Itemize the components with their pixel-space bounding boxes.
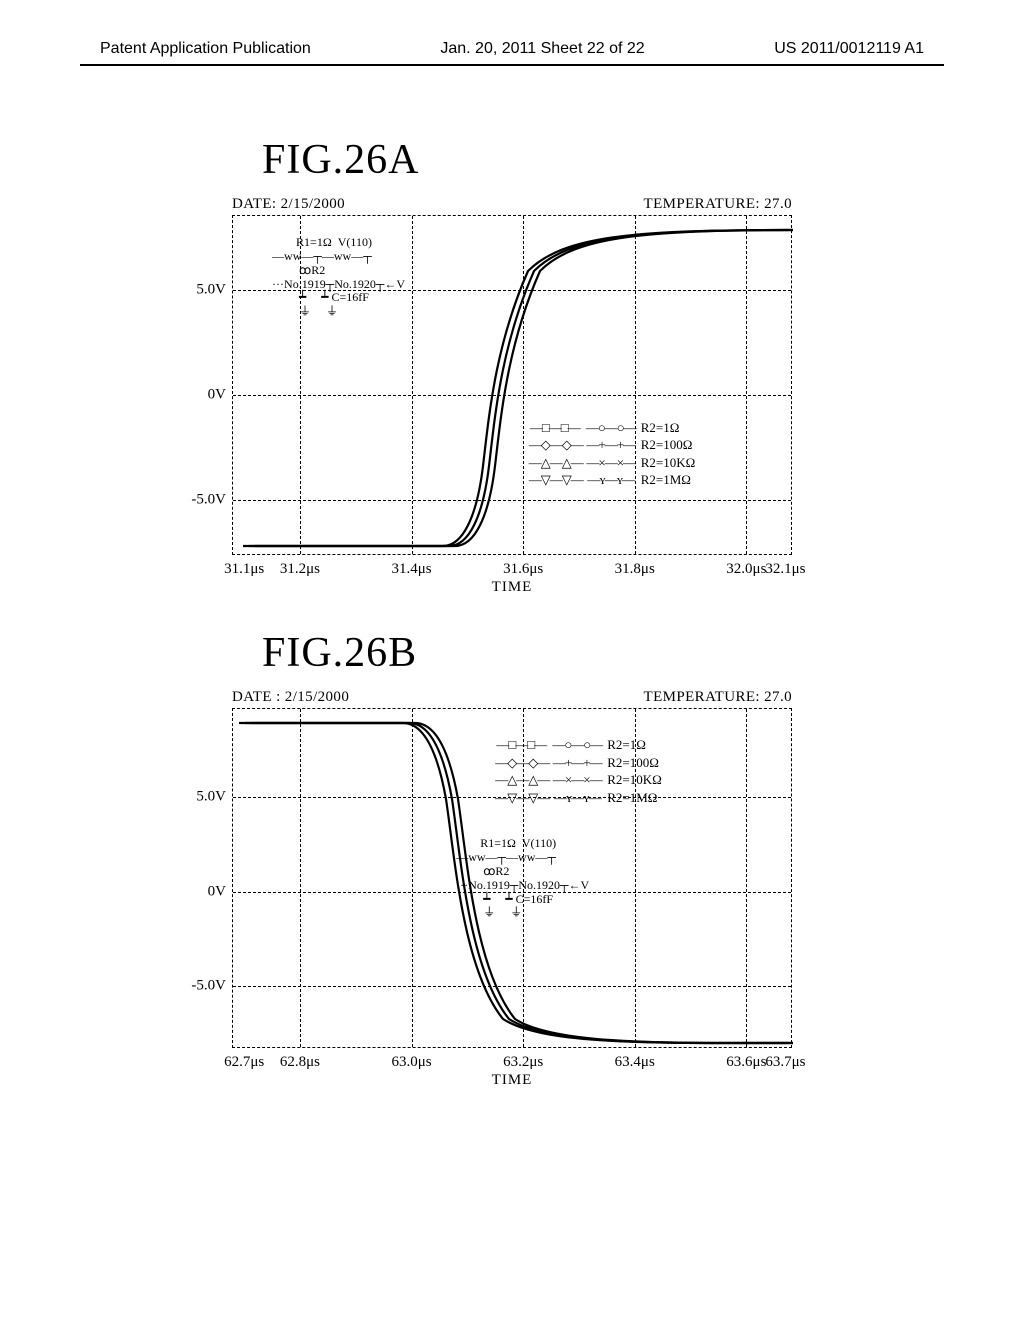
legend-marker: —□—□—	[529, 419, 581, 437]
circuit-line: ···No.1919┬No.1920┬←V	[456, 879, 589, 893]
x-tick: 31.8μs	[615, 561, 655, 578]
legend-marker: —○—○—	[551, 736, 603, 754]
legend-marker: —▽—▽—	[495, 789, 547, 807]
legend-marker: —+—+—	[551, 754, 603, 772]
legend: —□—□——○—○—R2=1Ω—◇—◇——+—+—R2=100Ω—△—△——×—…	[495, 736, 662, 806]
legend-marker: —×—×—	[585, 454, 637, 472]
legend-row: —▽—▽——ʏ—ʏ—R2=1MΩ	[529, 471, 696, 489]
x-tick: 32.0μs	[726, 561, 766, 578]
header-mid: Jan. 20, 2011 Sheet 22 of 22	[440, 40, 644, 58]
grid-line-v	[746, 216, 747, 554]
circuit-line: ꝏR2	[272, 264, 405, 278]
grid-line-v	[412, 709, 413, 1047]
legend-label: R2=100Ω	[607, 754, 659, 772]
circuit-inset: R1=1Ω V(110)—ᴡᴡ—┬—ᴡᴡ—┬ ꝏR2···No.1919┬No.…	[272, 236, 405, 319]
circuit-line: ⏚ ⏚	[456, 906, 589, 920]
grid-line-v	[746, 709, 747, 1047]
figure-26a: FIG.26A DATE: 2/15/2000 TEMPERATURE: 27.…	[80, 136, 944, 555]
page-header: Patent Application Publication Jan. 20, …	[80, 40, 944, 66]
legend-label: R2=1MΩ	[607, 789, 657, 807]
x-tick: 31.2μs	[280, 561, 320, 578]
legend-row: —△—△——×—×—R2=10KΩ	[529, 454, 696, 472]
y-tick: 5.0V	[196, 282, 226, 299]
x-tick: 31.1μs	[224, 561, 264, 578]
circuit-line: R1=1Ω V(110)	[456, 837, 589, 851]
fig-b-meta: DATE : 2/15/2000 TEMPERATURE: 27.0	[232, 689, 792, 706]
circuit-line: ⏚ ⏚	[272, 305, 405, 319]
grid-line-h	[233, 395, 791, 396]
y-tick: -5.0V	[191, 491, 226, 508]
legend-row: —△—△——×—×—R2=10KΩ	[495, 771, 662, 789]
legend-row: —▽—▽——ʏ—ʏ—R2=1MΩ	[495, 789, 662, 807]
x-tick: 63.0μs	[391, 1054, 431, 1071]
legend-marker: —ʏ—ʏ—	[551, 789, 603, 807]
fig-a-temp: TEMPERATURE: 27.0	[644, 196, 792, 213]
circuit-line: R1=1Ω V(110)	[272, 236, 405, 250]
x-tick: 63.2μs	[503, 1054, 543, 1071]
legend-marker: —ʏ—ʏ—	[585, 471, 637, 489]
x-tick: 63.4μs	[615, 1054, 655, 1071]
circuit-inset: R1=1Ω V(110)—ᴡᴡ—┬—ᴡᴡ—┬ ꝏR2···No.1919┬No.…	[456, 837, 589, 920]
x-tick: 31.6μs	[503, 561, 543, 578]
legend-marker: —◇—◇—	[495, 754, 547, 772]
chart-b-xlabel: TIME	[492, 1072, 533, 1089]
legend-row: —◇—◇——+—+—R2=100Ω	[495, 754, 662, 772]
legend-label: R2=1Ω	[607, 736, 646, 754]
x-tick: 62.7μs	[224, 1054, 264, 1071]
legend-label: R2=1MΩ	[641, 471, 691, 489]
x-tick: 63.6μs	[726, 1054, 766, 1071]
legend-label: R2=10KΩ	[607, 771, 662, 789]
grid-line-v	[523, 216, 524, 554]
grid-line-v	[412, 216, 413, 554]
legend-marker: —□—□—	[495, 736, 547, 754]
y-tick: 5.0V	[196, 788, 226, 805]
legend-label: R2=10KΩ	[641, 454, 696, 472]
circuit-line: ┷ ┷ C=16fF	[456, 893, 589, 907]
legend-label: R2=1Ω	[641, 419, 680, 437]
legend-marker: —+—+—	[585, 436, 637, 454]
legend-row: —□—□——○—○—R2=1Ω	[495, 736, 662, 754]
grid-line-v	[300, 709, 301, 1047]
y-tick: 0V	[208, 387, 226, 404]
legend-row: —□—□——○—○—R2=1Ω	[529, 419, 696, 437]
chart-b: TIME 5.0V0V-5.0V62.7μs62.8μs63.0μs63.2μs…	[232, 708, 792, 1048]
grid-line-h	[233, 986, 791, 987]
x-tick: 62.8μs	[280, 1054, 320, 1071]
y-tick: 0V	[208, 883, 226, 900]
fig-a-title: FIG.26A	[262, 136, 420, 184]
circuit-line: ┷ ┷ C=16fF	[272, 291, 405, 305]
fig-a-date: DATE: 2/15/2000	[232, 196, 345, 213]
circuit-line: —ᴡᴡ—┬—ᴡᴡ—┬	[272, 250, 405, 264]
grid-line-v	[635, 216, 636, 554]
fig-b-temp: TEMPERATURE: 27.0	[644, 689, 792, 706]
legend-marker: —◇—◇—	[529, 436, 581, 454]
legend-marker: —△—△—	[495, 771, 547, 789]
legend-label: R2=100Ω	[641, 436, 693, 454]
circuit-line: —ᴡᴡ—┬—ᴡᴡ—┬	[456, 851, 589, 865]
fig-b-title: FIG.26B	[262, 629, 417, 677]
fig-a-meta: DATE: 2/15/2000 TEMPERATURE: 27.0	[232, 196, 792, 213]
circuit-line: ꝏR2	[456, 865, 589, 879]
x-tick: 31.4μs	[391, 561, 431, 578]
x-tick: 32.1μs	[765, 561, 805, 578]
chart-a-xlabel: TIME	[492, 579, 533, 596]
x-tick: 63.7μs	[765, 1054, 805, 1071]
y-tick: -5.0V	[191, 978, 226, 995]
header-left: Patent Application Publication	[100, 40, 311, 58]
legend-marker: —▽—▽—	[529, 471, 581, 489]
legend-marker: —×—×—	[551, 771, 603, 789]
grid-line-h	[233, 500, 791, 501]
legend-row: —◇—◇——+—+—R2=100Ω	[529, 436, 696, 454]
legend-marker: —○—○—	[585, 419, 637, 437]
fig-b-date: DATE : 2/15/2000	[232, 689, 349, 706]
header-right: US 2011/0012119 A1	[774, 40, 924, 58]
figure-26b: FIG.26B DATE : 2/15/2000 TEMPERATURE: 27…	[80, 629, 944, 1048]
chart-a: TIME 5.0V0V-5.0V31.1μs31.2μs31.4μs31.6μs…	[232, 215, 792, 555]
legend-marker: —△—△—	[529, 454, 581, 472]
legend: —□—□——○—○—R2=1Ω—◇—◇——+—+—R2=100Ω—△—△——×—…	[529, 419, 696, 489]
